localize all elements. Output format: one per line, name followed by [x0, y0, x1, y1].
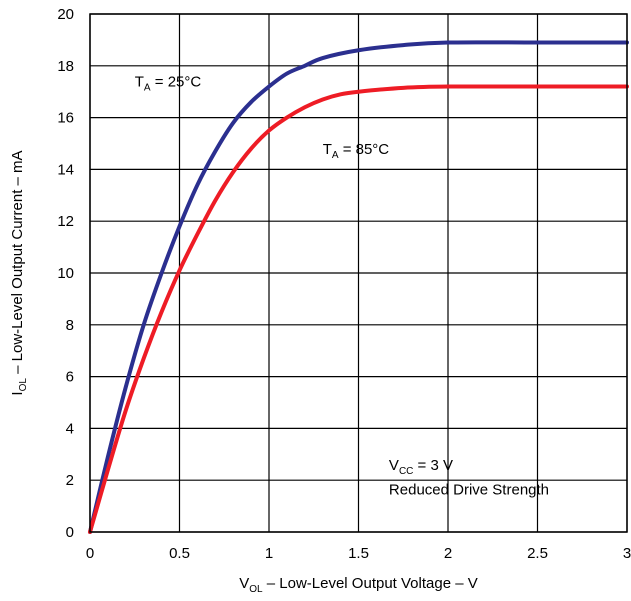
- y-tick-label: 16: [57, 110, 74, 127]
- x-tick-label: 1: [265, 545, 273, 562]
- x-tick-label: 2.5: [527, 545, 548, 562]
- y-tick-label: 18: [57, 58, 74, 75]
- x-axis-title: VOL – Low-Level Output Voltage – V: [239, 575, 478, 595]
- series-group: [88, 40, 629, 534]
- y-tick-label: 20: [57, 6, 74, 23]
- y-tick-label: 6: [66, 369, 74, 386]
- annotation-vcc: VCC = 3 V: [389, 457, 453, 477]
- y-tick-label: 10: [57, 265, 74, 282]
- annotations: TA = 25°C TA = 85°C VCC = 3 V Reduced Drive…: [135, 74, 549, 499]
- x-tick-label: 0: [86, 545, 94, 562]
- x-tick-label: 3: [623, 545, 631, 562]
- series-line-ta-85c: [88, 84, 629, 534]
- y-axis-title: IOL – Low-Level Output Current – mA: [9, 150, 29, 395]
- y-tick-label: 2: [66, 472, 74, 489]
- series-line-ta-25c: [88, 40, 629, 534]
- annotation-t25: TA = 25°C: [135, 74, 202, 94]
- y-tick-label: 12: [57, 213, 74, 230]
- y-tick-label: 8: [66, 317, 74, 334]
- x-tick-label: 2: [444, 545, 452, 562]
- annotation-t85: TA = 85°C: [323, 141, 390, 161]
- x-tick-labels: 0 0.5 1 1.5 2 2.5 3: [86, 545, 631, 562]
- plot-frame: [89, 13, 628, 533]
- y-tick-label: 14: [57, 161, 74, 178]
- x-tick-label: 0.5: [169, 545, 190, 562]
- x-tick-label: 1.5: [348, 545, 369, 562]
- y-tick-labels: 0 2 4 6 8 10 12 14 16 18 20: [57, 6, 74, 541]
- y-tick-label: 4: [66, 420, 74, 437]
- annotation-drive: Reduced Drive Strength: [389, 481, 549, 498]
- y-tick-label: 0: [66, 524, 74, 541]
